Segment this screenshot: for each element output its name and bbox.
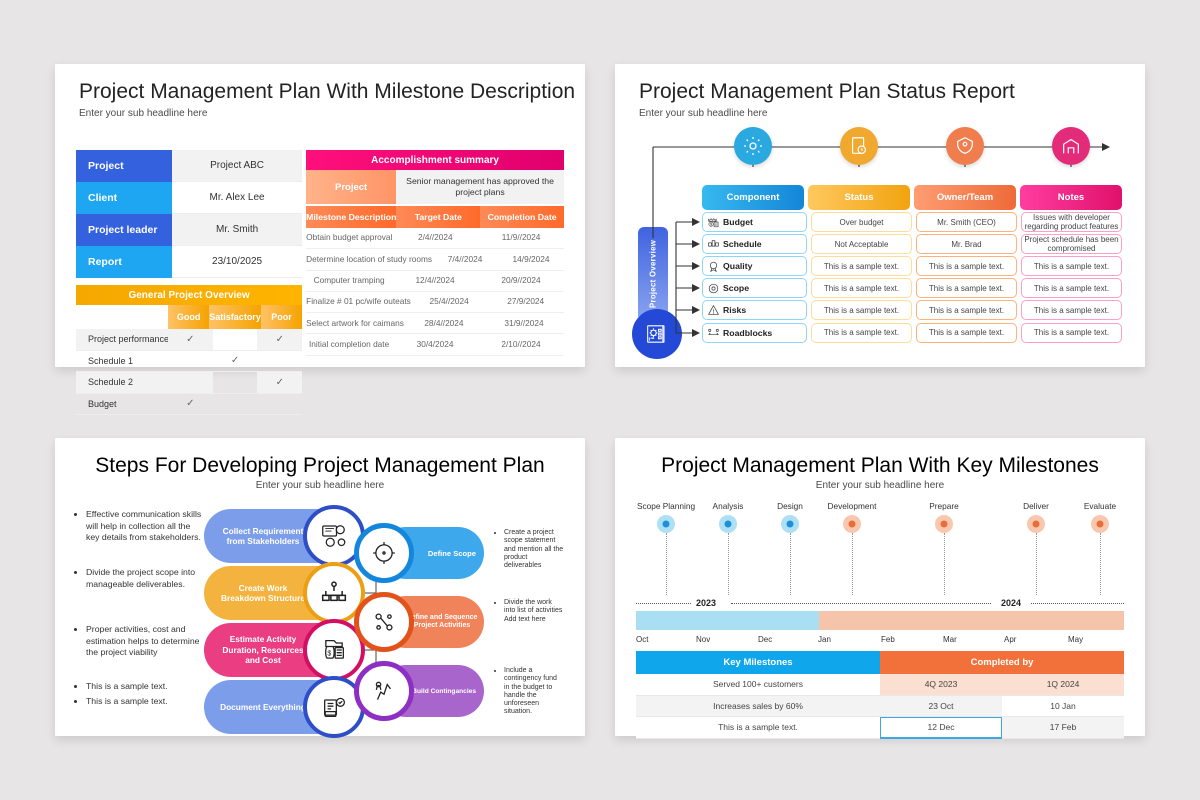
svg-text:$: $: [327, 650, 331, 657]
